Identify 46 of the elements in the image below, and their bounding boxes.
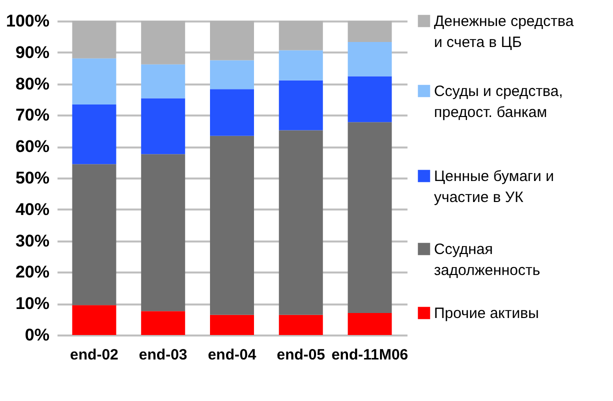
bar — [141, 154, 186, 312]
bar — [141, 21, 186, 64]
y-tick-label: 90% — [15, 42, 50, 62]
bar — [72, 58, 116, 105]
bar — [210, 21, 254, 60]
y-tick-label: 100% — [6, 12, 50, 30]
legend-label: Прочие активы — [434, 305, 539, 322]
legend-label: Ссуды и средства, предост. банкам — [434, 83, 563, 121]
bar — [72, 21, 116, 58]
bar — [141, 311, 186, 335]
bar — [278, 50, 323, 80]
y-tick-label: 50% — [15, 168, 50, 188]
x-tick-label: end-11M06 — [331, 346, 408, 364]
legend-label: Денежные средства и счета в ЦБ — [434, 13, 574, 51]
bar — [278, 130, 323, 315]
bar — [141, 98, 186, 154]
y-tick-label: 10% — [15, 294, 50, 314]
y-tick-label: 70% — [15, 106, 50, 125]
x-tick-label: end-04 — [208, 346, 257, 364]
bar — [72, 164, 116, 306]
legend-label: Ссудная задолженность — [434, 241, 540, 279]
bar — [348, 76, 392, 122]
y-tick-label: 40% — [15, 200, 50, 219]
y-tick-label: 30% — [15, 231, 50, 250]
bar — [348, 21, 392, 42]
bar — [278, 314, 323, 335]
bar — [210, 314, 254, 335]
x-tick-label: end-03 — [138, 346, 188, 364]
bar — [210, 136, 254, 315]
bar — [348, 313, 392, 335]
bar — [348, 122, 392, 314]
bar — [72, 104, 116, 164]
bar — [278, 21, 323, 50]
y-tick-label: 0% — [24, 326, 50, 344]
y-tick-label: 20% — [15, 262, 50, 282]
x-tick-label: end-05 — [276, 346, 326, 364]
bar — [278, 80, 323, 130]
bar — [210, 60, 254, 90]
bar — [348, 42, 392, 76]
y-tick-label: 60% — [15, 137, 50, 156]
bar — [210, 89, 254, 136]
y-tick-label: 80% — [15, 74, 50, 94]
legend-label: Ценные бумаги и участие в УК — [434, 168, 554, 206]
bar — [72, 305, 116, 335]
bar — [141, 64, 186, 98]
x-tick-label: end-02 — [70, 346, 118, 364]
